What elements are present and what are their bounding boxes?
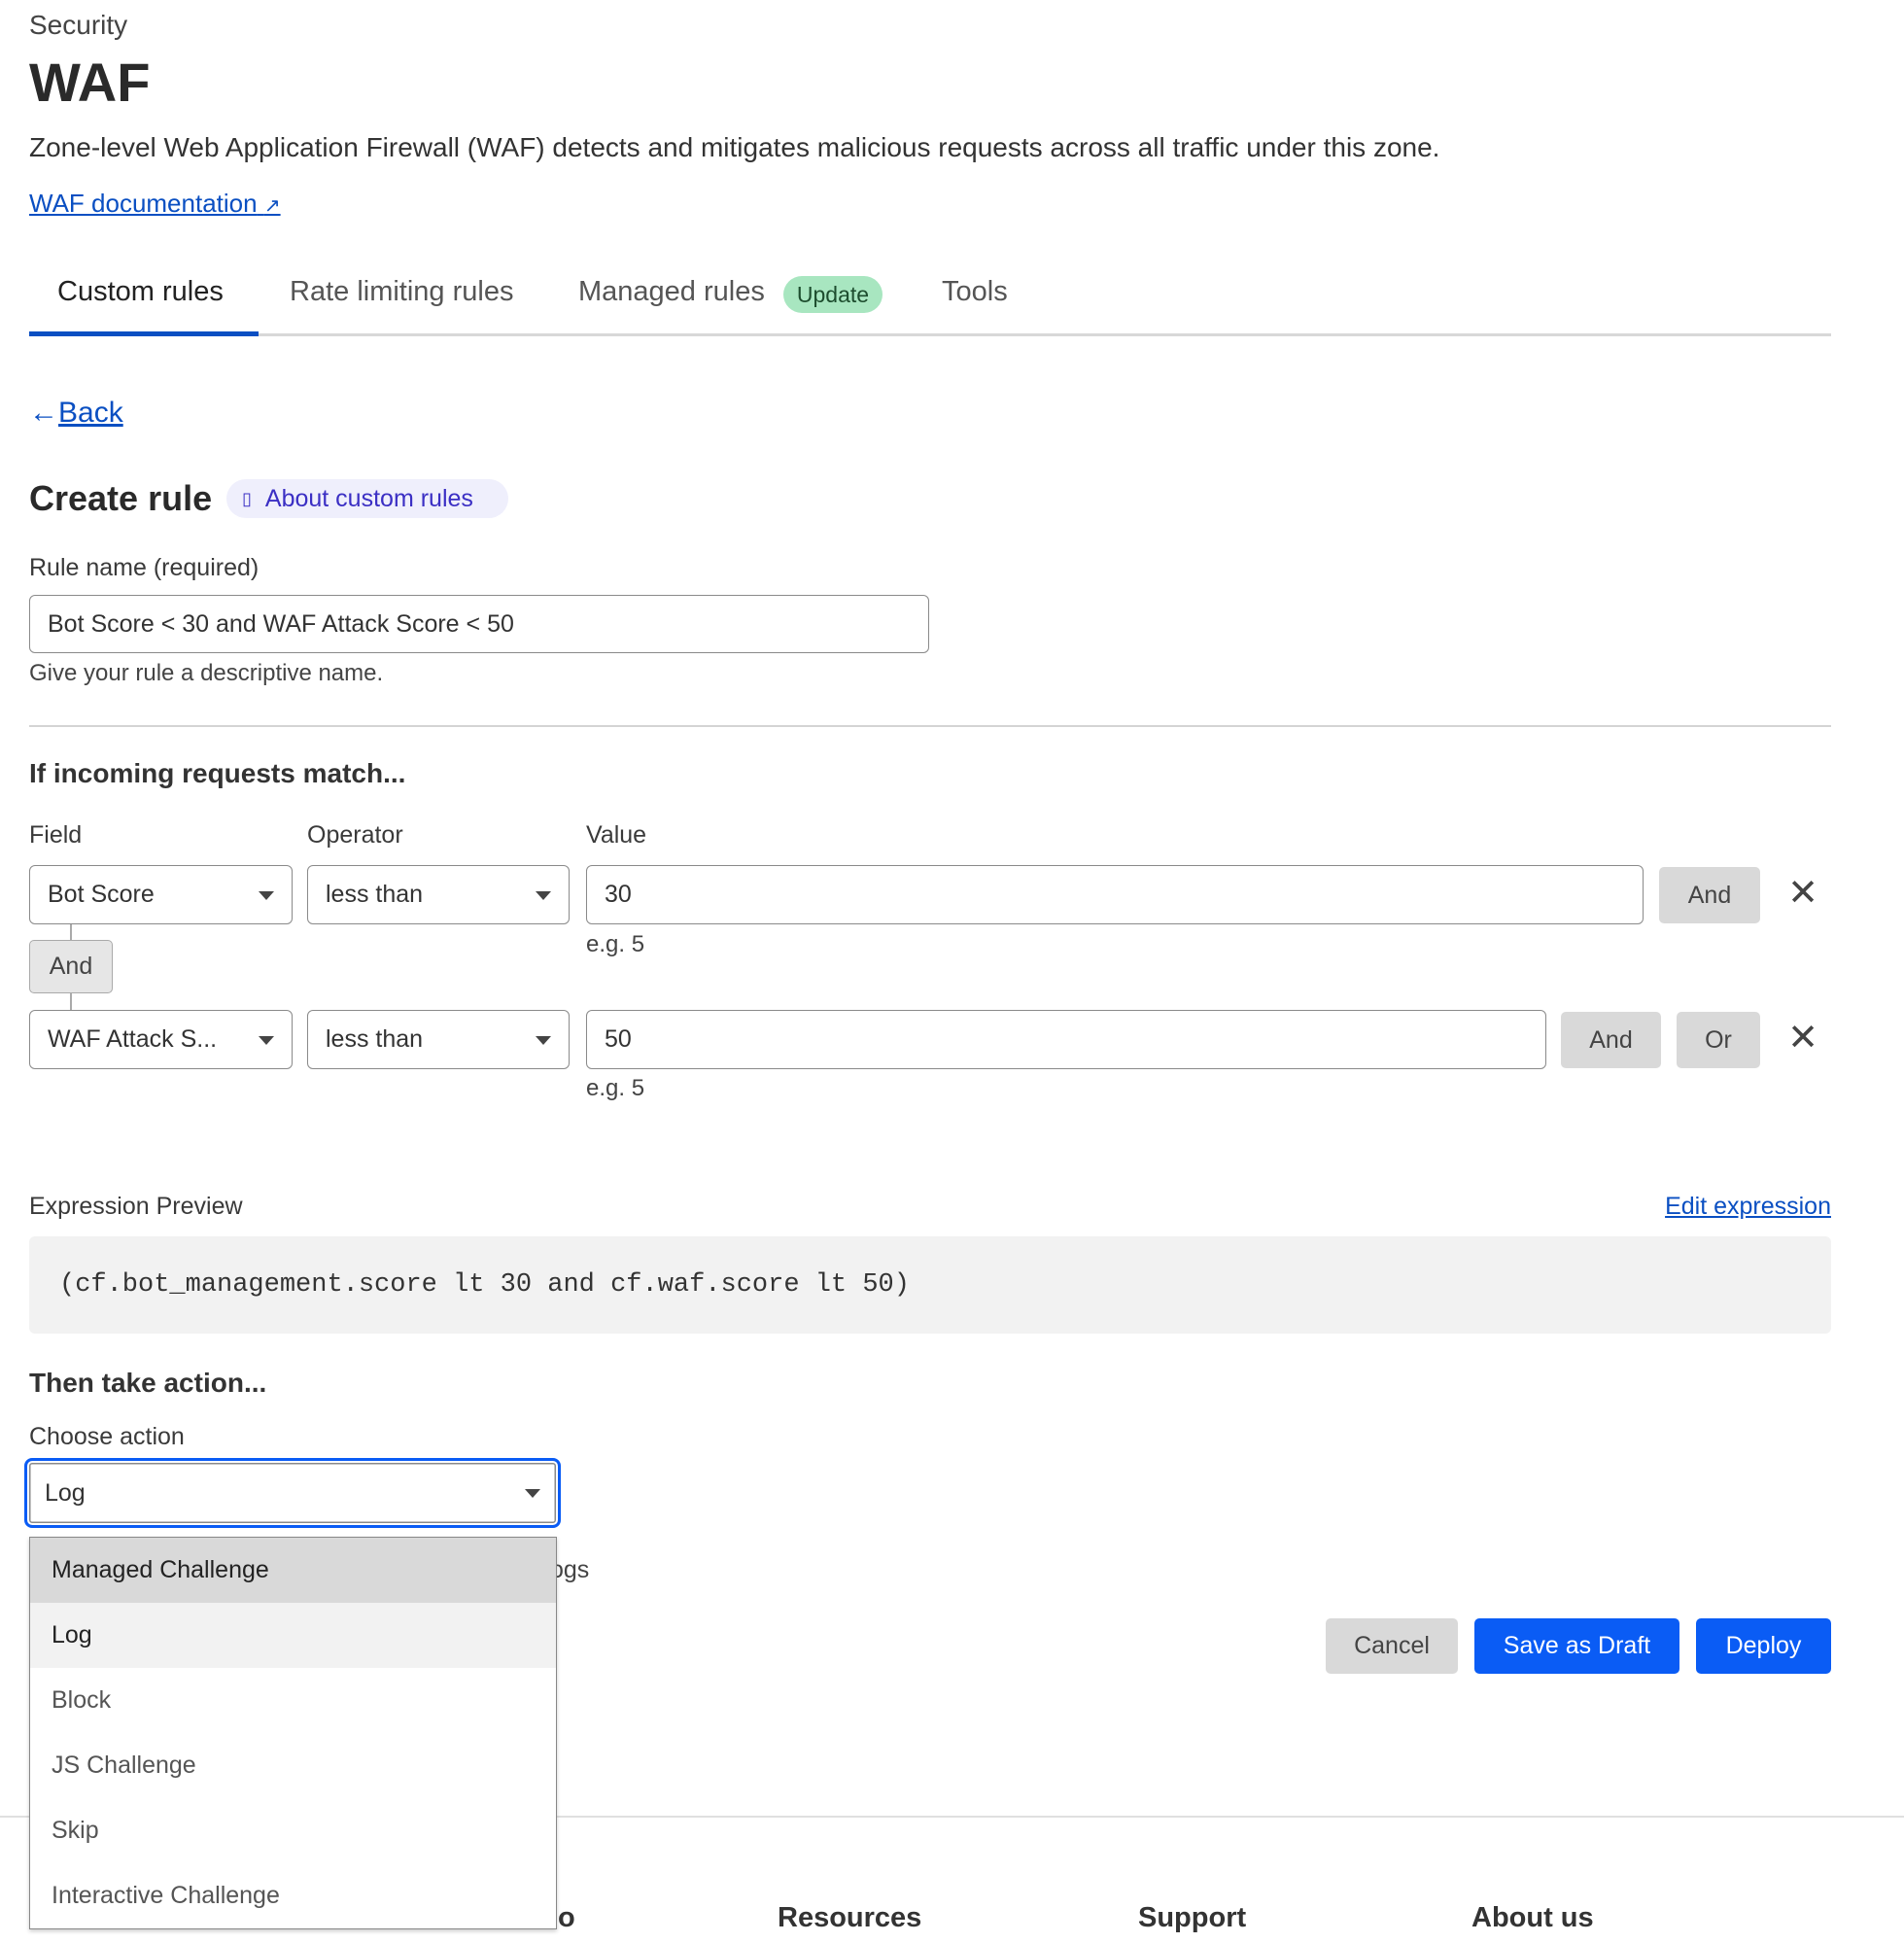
option-js-challenge[interactable]: JS Challenge <box>52 1752 196 1779</box>
option-block[interactable]: Block <box>52 1686 112 1714</box>
footer-heading-resources[interactable]: Resources <box>778 1902 922 1933</box>
operator-value: less than <box>326 1025 424 1053</box>
edit-expression-link[interactable]: Edit expression <box>1665 1193 1831 1220</box>
and-button-1[interactable]: And <box>1659 867 1760 923</box>
breadcrumb-section: Security <box>29 10 128 40</box>
action-dropdown-menu: Managed Challenge Log Block JS Challenge… <box>29 1537 557 1929</box>
update-badge: Update <box>783 276 883 313</box>
about-label: About custom rules <box>264 484 473 512</box>
expression-preview-box <box>29 1236 1831 1334</box>
footer-divider <box>0 1816 1904 1818</box>
action-select[interactable]: Log <box>24 1458 561 1528</box>
active-tab-indicator <box>29 331 259 336</box>
value-input-2[interactable]: 50 <box>586 1010 1546 1069</box>
footer-heading-partial: o <box>558 1902 575 1933</box>
field-select-1[interactable]: Bot Score <box>29 865 293 924</box>
field-label: Field <box>29 821 83 849</box>
doc-link-label: WAF documentation <box>29 189 258 218</box>
field-select-2[interactable]: WAF Attack S... <box>29 1010 293 1069</box>
chevron-down-icon <box>525 1489 540 1498</box>
remove-condition-2-icon[interactable]: ✕ <box>1787 1018 1818 1058</box>
connector-and-button[interactable]: And <box>29 940 113 993</box>
footer-heading-support[interactable]: Support <box>1138 1902 1247 1933</box>
rule-name-help: Give your rule a descriptive name. <box>29 660 384 686</box>
choose-action-label: Choose action <box>29 1423 185 1450</box>
expression-text: (cf.bot_management.score lt 30 and cf.wa… <box>59 1270 910 1300</box>
footer-heading-about-us[interactable]: About us <box>1471 1902 1594 1933</box>
and-button-2[interactable]: And <box>1561 1012 1661 1068</box>
field-value: WAF Attack S... <box>48 1025 218 1053</box>
tab-custom-rules[interactable]: Custom rules <box>57 276 224 307</box>
option-log[interactable]: Log <box>30 1603 556 1668</box>
page-description: Zone-level Web Application Firewall (WAF… <box>29 132 1440 162</box>
back-link[interactable]: ←Back <box>29 397 123 430</box>
option-managed-challenge[interactable]: Managed Challenge <box>30 1538 556 1603</box>
create-rule-heading: Create rule <box>29 478 213 518</box>
page-title: WAF <box>29 52 151 113</box>
chevron-down-icon <box>536 890 551 900</box>
tab-managed-rules[interactable]: Managed rules <box>578 276 765 307</box>
expression-preview-label: Expression Preview <box>29 1193 243 1220</box>
action-select-value: Log <box>45 1478 86 1507</box>
save-as-draft-button[interactable]: Save as Draft <box>1474 1618 1679 1674</box>
deploy-button[interactable]: Deploy <box>1696 1618 1831 1674</box>
option-interactive-challenge[interactable]: Interactive Challenge <box>52 1882 280 1909</box>
external-link-icon: ↗ <box>263 195 281 217</box>
value-hint-1: e.g. 5 <box>586 931 645 957</box>
arrow-left-icon: ← <box>29 397 58 429</box>
tab-rate-limiting-rules[interactable]: Rate limiting rules <box>290 276 514 307</box>
field-value: Bot Score <box>48 881 155 908</box>
action-heading: Then take action... <box>29 1368 267 1398</box>
operator-select-2[interactable]: less than <box>307 1010 570 1069</box>
or-button-2[interactable]: Or <box>1677 1012 1760 1068</box>
tabs-divider <box>29 333 1831 336</box>
chevron-down-icon <box>259 1035 274 1045</box>
rule-name-input[interactable]: Bot Score < 30 and WAF Attack Score < 50 <box>29 595 929 653</box>
operator-select-1[interactable]: less than <box>307 865 570 924</box>
tab-tools[interactable]: Tools <box>942 276 1008 307</box>
option-skip[interactable]: Skip <box>52 1817 99 1844</box>
about-custom-rules-link[interactable]: ▯ About custom rules <box>226 479 508 518</box>
chevron-down-icon <box>259 890 274 900</box>
book-icon: ▯ <box>242 488 252 508</box>
match-heading: If incoming requests match... <box>29 758 406 788</box>
section-divider <box>29 725 1831 727</box>
value-input-1[interactable]: 30 <box>586 865 1644 924</box>
rule-name-label: Rule name (required) <box>29 554 260 581</box>
value-hint-2: e.g. 5 <box>586 1075 645 1101</box>
remove-condition-1-icon[interactable]: ✕ <box>1787 873 1818 914</box>
cancel-button[interactable]: Cancel <box>1326 1618 1458 1674</box>
back-label: Back <box>58 397 123 429</box>
operator-label: Operator <box>307 821 403 849</box>
chevron-down-icon <box>536 1035 551 1045</box>
operator-value: less than <box>326 881 424 908</box>
value-label: Value <box>586 821 647 849</box>
waf-documentation-link[interactable]: WAF documentation ↗ <box>29 189 281 219</box>
